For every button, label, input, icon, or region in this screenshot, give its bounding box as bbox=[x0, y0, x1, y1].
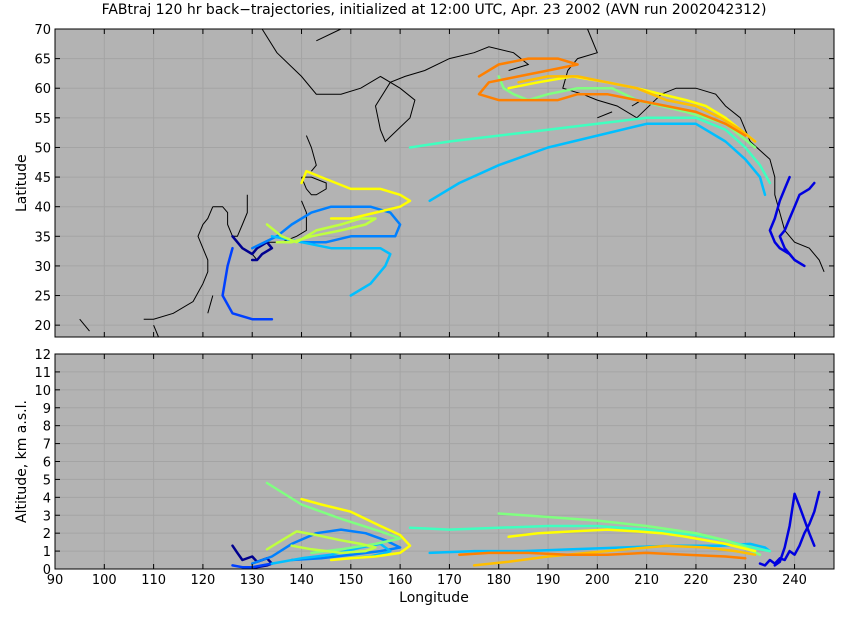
altitude-y-tick-label: 9 bbox=[43, 402, 51, 417]
map-trajectory-3 bbox=[768, 175, 796, 262]
coastline bbox=[305, 135, 317, 172]
altitude-x-tick-label: 140 bbox=[289, 573, 314, 588]
map-plot-area bbox=[55, 29, 834, 337]
map-trajectory-4 bbox=[221, 246, 274, 321]
altitude-x-tick-label: 120 bbox=[190, 573, 215, 588]
map-axes-frame bbox=[54, 28, 835, 338]
map-y-tick-label: 25 bbox=[34, 290, 51, 305]
coastline bbox=[143, 206, 214, 320]
altitude-y-tick-label: 11 bbox=[34, 366, 51, 381]
altitude-trajectory-11 bbox=[265, 530, 377, 555]
map-y-tick-label: 40 bbox=[34, 201, 51, 216]
map-y-axis-label: Latitude bbox=[14, 154, 30, 212]
altitude-y-tick-label: 8 bbox=[43, 420, 51, 435]
altitude-trajectory-15 bbox=[458, 551, 747, 560]
coastline bbox=[207, 295, 214, 314]
map-trajectory-11 bbox=[300, 169, 412, 220]
altitude-y-tick-label: 12 bbox=[34, 348, 51, 363]
altitude-x-tick-label: 90 bbox=[47, 573, 64, 588]
altitude-y-tick-label: 2 bbox=[43, 527, 51, 542]
altitude-y-tick-label: 0 bbox=[43, 563, 51, 578]
coastline bbox=[301, 176, 327, 196]
map-y-tick-label: 20 bbox=[34, 319, 51, 334]
altitude-trajectory-2 bbox=[758, 490, 821, 567]
altitude-trajectory-12 bbox=[300, 497, 412, 562]
altitude-x-tick-label: 130 bbox=[240, 573, 265, 588]
coastline bbox=[261, 28, 530, 143]
x-axis-label: Longitude bbox=[399, 590, 469, 606]
map-y-tick-label: 45 bbox=[34, 171, 51, 186]
coastline bbox=[316, 28, 342, 42]
coastline bbox=[79, 318, 90, 332]
coastline bbox=[597, 111, 613, 119]
altitude-x-tick-label: 210 bbox=[634, 573, 659, 588]
altitude-x-tick-label: 230 bbox=[733, 573, 758, 588]
map-trajectory-12 bbox=[507, 75, 757, 143]
map-y-tick-label: 50 bbox=[34, 141, 51, 156]
altitude-x-tick-label: 190 bbox=[536, 573, 561, 588]
altitude-y-tick-label: 1 bbox=[43, 545, 51, 560]
altitude-x-tick-label: 180 bbox=[486, 573, 511, 588]
map-trajectory-6 bbox=[428, 122, 767, 203]
map-y-tick-label: 65 bbox=[34, 53, 51, 68]
altitude-y-tick-label: 10 bbox=[34, 384, 51, 399]
altitude-y-tick-label: 3 bbox=[43, 509, 51, 524]
map-trajectory-1 bbox=[231, 235, 274, 262]
altitude-x-tick-label: 220 bbox=[684, 573, 709, 588]
altitude-x-tick-label: 170 bbox=[437, 573, 462, 588]
altitude-y-tick-label: 5 bbox=[43, 473, 51, 488]
map-y-tick-label: 55 bbox=[34, 112, 51, 127]
altitude-x-tick-label: 150 bbox=[338, 573, 363, 588]
altitude-y-tick-label: 7 bbox=[43, 438, 51, 453]
map-trajectory-14 bbox=[477, 57, 747, 137]
coastline bbox=[153, 325, 159, 338]
altitude-x-tick-label: 110 bbox=[141, 573, 166, 588]
altitude-y-tick-label: 4 bbox=[43, 491, 51, 506]
altitude-trajectory-14 bbox=[472, 544, 757, 567]
altitude-trajectory-13 bbox=[507, 528, 757, 553]
map-trajectory-7 bbox=[270, 235, 392, 297]
altitude-trajectory-8 bbox=[408, 524, 772, 553]
altitude-x-tick-label: 200 bbox=[585, 573, 610, 588]
map-y-tick-label: 70 bbox=[34, 23, 51, 38]
altitude-y-axis-label: Altitude, km a.s.l. bbox=[14, 399, 30, 523]
altitude-x-tick-label: 240 bbox=[782, 573, 807, 588]
altitude-x-tick-label: 160 bbox=[388, 573, 413, 588]
altitude-y-tick-label: 6 bbox=[43, 456, 51, 471]
chart-title: FABtraj 120 hr back−trajectories, initia… bbox=[101, 2, 767, 18]
map-y-tick-label: 60 bbox=[34, 82, 51, 97]
altitude-trajectory-9 bbox=[265, 481, 402, 555]
altitude-trajectory-10 bbox=[497, 512, 762, 556]
map-trajectory-13 bbox=[517, 75, 757, 143]
map-trajectory-8 bbox=[408, 116, 772, 185]
altitude-trajectory-3 bbox=[773, 492, 816, 567]
map-y-tick-label: 35 bbox=[34, 230, 51, 245]
map-trajectory-10 bbox=[265, 217, 377, 244]
altitude-x-tick-label: 100 bbox=[92, 573, 117, 588]
map-trajectory-5 bbox=[250, 205, 402, 250]
altitude-trajectory-5 bbox=[250, 528, 402, 565]
map-y-tick-label: 30 bbox=[34, 260, 51, 275]
